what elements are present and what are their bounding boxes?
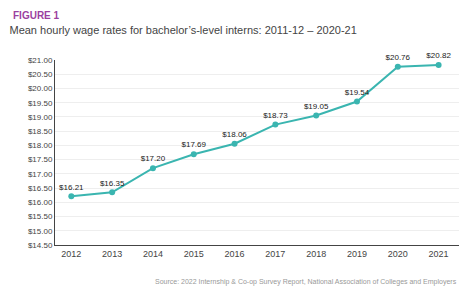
svg-text:$19.00: $19.00 (28, 113, 53, 122)
svg-text:$20.00: $20.00 (28, 84, 53, 93)
svg-text:2021: 2021 (429, 249, 449, 259)
svg-text:2014: 2014 (143, 249, 163, 259)
svg-text:$19.54: $19.54 (345, 88, 370, 97)
svg-text:$16.35: $16.35 (100, 179, 125, 188)
svg-text:$16.00: $16.00 (28, 198, 53, 207)
svg-text:$18.00: $18.00 (28, 141, 53, 150)
svg-text:$20.76: $20.76 (386, 53, 411, 62)
svg-text:$18.73: $18.73 (263, 111, 288, 120)
svg-text:$16.50: $16.50 (28, 184, 53, 193)
svg-text:2018: 2018 (306, 249, 326, 259)
svg-text:$20.50: $20.50 (28, 70, 53, 79)
svg-text:$20.82: $20.82 (426, 51, 451, 60)
svg-text:2020: 2020 (388, 249, 408, 259)
svg-text:$18.50: $18.50 (28, 127, 53, 136)
svg-text:$17.69: $17.69 (182, 140, 207, 149)
svg-text:$19.05: $19.05 (304, 102, 329, 111)
svg-text:$17.50: $17.50 (28, 155, 53, 164)
svg-text:2013: 2013 (102, 249, 122, 259)
svg-text:$15.50: $15.50 (28, 212, 53, 221)
svg-text:Mean hourly wage rates for bac: Mean hourly wage rates for bachelor’s-le… (9, 24, 356, 36)
svg-text:Source: 2022 Internship & Co-o: Source: 2022 Internship & Co-op Survey R… (155, 278, 457, 286)
svg-text:$16.21: $16.21 (59, 183, 84, 192)
svg-text:2012: 2012 (61, 249, 81, 259)
svg-text:$17.00: $17.00 (28, 170, 53, 179)
svg-text:$19.50: $19.50 (28, 98, 53, 107)
svg-text:FIGURE 1: FIGURE 1 (13, 10, 60, 21)
svg-text:$21.00: $21.00 (28, 56, 53, 65)
svg-text:2016: 2016 (225, 249, 245, 259)
svg-text:2017: 2017 (265, 249, 285, 259)
svg-text:$15.00: $15.00 (28, 227, 53, 236)
svg-text:2015: 2015 (184, 249, 204, 259)
svg-text:$18.06: $18.06 (222, 130, 247, 139)
svg-text:$17.20: $17.20 (141, 154, 166, 163)
svg-text:$14.50: $14.50 (28, 241, 53, 250)
svg-text:2019: 2019 (347, 249, 367, 259)
